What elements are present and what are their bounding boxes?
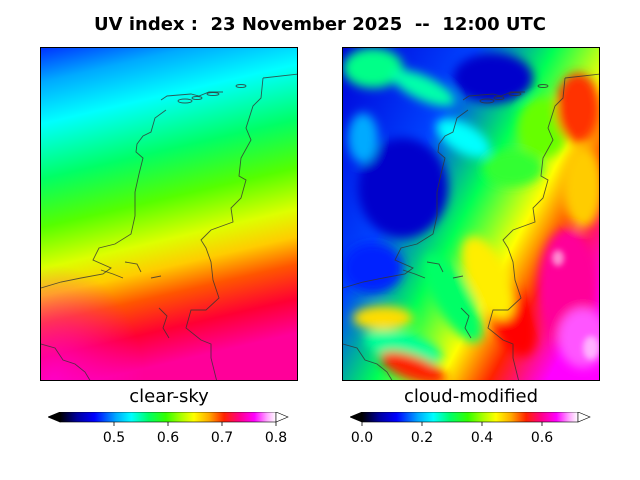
clear-sky-label: clear-sky	[129, 386, 209, 407]
clear-sky-colorbar-tick-label-0: 0.5	[103, 430, 125, 446]
cloud-modified-label: cloud-modified	[403, 386, 539, 407]
clear-sky-colorbar-tick-label-3: 0.8	[265, 430, 287, 446]
country-borders	[343, 73, 599, 380]
clear-sky-colorbar-tick-label-1: 0.6	[157, 430, 179, 446]
map-title: UV index : 23 November 2025 -- 12:00 UTC	[94, 14, 546, 35]
cloud-modified-colorbar-tick-label-2: 0.4	[471, 430, 493, 446]
cloud-modified-colorbar-tick-label-0: 0.0	[351, 430, 373, 446]
clear-sky-colorbar-tick-label-2: 0.7	[211, 430, 233, 446]
cloud-modified-colorbar-tick-label-1: 0.2	[411, 430, 433, 446]
clear-sky-map	[40, 47, 298, 381]
clear-sky-colorbar: 0.5 0.6 0.7 0.8	[48, 412, 289, 446]
country-borders	[41, 73, 297, 380]
cloud-modified-colorbar: 0.0 0.2 0.4 0.6	[350, 412, 591, 446]
cloud-modified-colorbar-tick-label-3: 0.6	[531, 430, 553, 446]
cloud-modified-map	[342, 47, 600, 381]
